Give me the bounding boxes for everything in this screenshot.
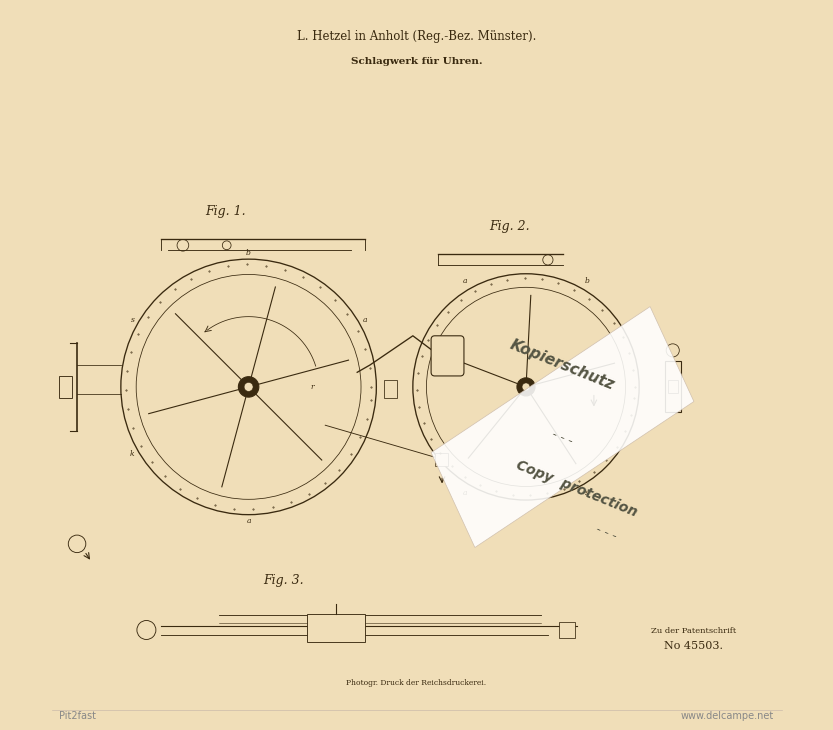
Polygon shape: [431, 307, 694, 548]
Text: Photogr. Druck der Reichsdruckerei.: Photogr. Druck der Reichsdruckerei.: [347, 679, 486, 686]
Text: Pit2fast: Pit2fast: [59, 711, 96, 721]
Bar: [384, 380, 397, 398]
Circle shape: [517, 378, 535, 396]
Text: a: a: [462, 488, 467, 496]
Bar: [559, 622, 575, 638]
Circle shape: [522, 383, 530, 391]
Text: b: b: [247, 249, 251, 257]
Text: Copy  protection: Copy protection: [515, 458, 640, 520]
Bar: [307, 614, 366, 642]
Text: a: a: [462, 277, 467, 285]
Text: a: a: [247, 517, 251, 525]
Circle shape: [238, 377, 259, 397]
Text: www.delcampe.net: www.delcampe.net: [681, 711, 774, 721]
Text: - - -: - - -: [594, 523, 619, 543]
Text: s: s: [131, 316, 134, 324]
Text: a: a: [362, 316, 367, 324]
FancyBboxPatch shape: [431, 336, 464, 376]
Text: L. Hetzel in Anholt (Reg.-Bez. Münster).: L. Hetzel in Anholt (Reg.-Bez. Münster).: [297, 30, 536, 43]
Text: Fig. 3.: Fig. 3.: [263, 574, 304, 587]
Text: Zu der Patentschrift: Zu der Patentschrift: [651, 628, 736, 635]
Text: Schlagwerk für Uhren.: Schlagwerk für Uhren.: [351, 57, 482, 66]
Text: b: b: [585, 277, 590, 285]
Text: r: r: [311, 383, 314, 391]
Circle shape: [244, 383, 253, 391]
Text: s: s: [585, 488, 589, 496]
Text: Kopierschutz: Kopierschutz: [508, 337, 617, 393]
Text: Fig. 2.: Fig. 2.: [490, 220, 530, 233]
Text: - - -: - - -: [550, 428, 575, 448]
Text: Fig. 1.: Fig. 1.: [205, 205, 246, 218]
Text: k: k: [130, 450, 135, 458]
Bar: [665, 361, 681, 412]
Bar: [667, 380, 678, 393]
Bar: [435, 453, 448, 466]
Bar: [59, 376, 72, 398]
Text: No 45503.: No 45503.: [665, 641, 723, 651]
